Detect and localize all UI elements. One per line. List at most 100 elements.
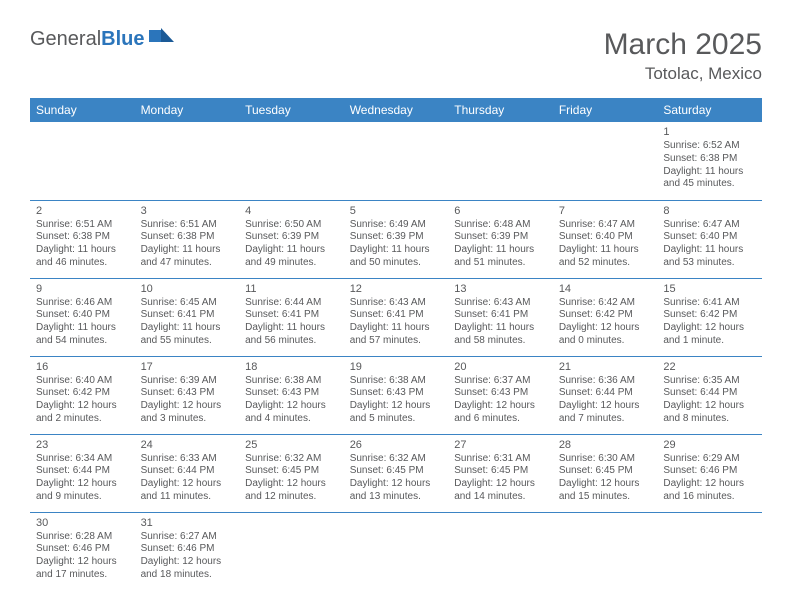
daylight-line: Daylight: 11 hours and 58 minutes. <box>454 322 547 348</box>
day-cell <box>344 512 449 590</box>
sunset-line: Sunset: 6:44 PM <box>141 465 234 478</box>
sunrise-line: Sunrise: 6:44 AM <box>245 297 338 310</box>
daylight-line: Daylight: 12 hours and 3 minutes. <box>141 400 234 426</box>
sunrise-line: Sunrise: 6:32 AM <box>245 453 338 466</box>
daylight-line: Daylight: 12 hours and 5 minutes. <box>350 400 443 426</box>
day-number: 2 <box>36 204 129 218</box>
page-header: GeneralBlue March 2025 Totolac, Mexico <box>30 28 762 84</box>
calendar-row: 1Sunrise: 6:52 AMSunset: 6:38 PMDaylight… <box>30 122 762 200</box>
logo-text-2: Blue <box>101 28 144 50</box>
day-cell: 1Sunrise: 6:52 AMSunset: 6:38 PMDaylight… <box>657 122 762 200</box>
daylight-line: Daylight: 12 hours and 4 minutes. <box>245 400 338 426</box>
day-cell <box>239 512 344 590</box>
sunrise-line: Sunrise: 6:40 AM <box>36 375 129 388</box>
day-cell <box>448 122 553 200</box>
calendar-table: Sunday Monday Tuesday Wednesday Thursday… <box>30 98 762 590</box>
day-cell: 20Sunrise: 6:37 AMSunset: 6:43 PMDayligh… <box>448 356 553 434</box>
day-number: 20 <box>454 360 547 374</box>
day-cell <box>135 122 240 200</box>
sunrise-line: Sunrise: 6:50 AM <box>245 219 338 232</box>
day-number: 3 <box>141 204 234 218</box>
day-cell: 21Sunrise: 6:36 AMSunset: 6:44 PMDayligh… <box>553 356 658 434</box>
daylight-line: Daylight: 12 hours and 9 minutes. <box>36 478 129 504</box>
day-number: 27 <box>454 438 547 452</box>
day-cell: 24Sunrise: 6:33 AMSunset: 6:44 PMDayligh… <box>135 434 240 512</box>
sunrise-line: Sunrise: 6:47 AM <box>663 219 756 232</box>
sunrise-line: Sunrise: 6:30 AM <box>559 453 652 466</box>
day-cell <box>553 512 658 590</box>
day-cell: 7Sunrise: 6:47 AMSunset: 6:40 PMDaylight… <box>553 200 658 278</box>
flag-icon <box>149 28 175 51</box>
sunset-line: Sunset: 6:38 PM <box>141 231 234 244</box>
month-title: March 2025 <box>604 28 762 62</box>
day-number: 10 <box>141 282 234 296</box>
day-number: 6 <box>454 204 547 218</box>
day-cell: 10Sunrise: 6:45 AMSunset: 6:41 PMDayligh… <box>135 278 240 356</box>
day-cell <box>30 122 135 200</box>
sunset-line: Sunset: 6:44 PM <box>559 387 652 400</box>
calendar-row: 9Sunrise: 6:46 AMSunset: 6:40 PMDaylight… <box>30 278 762 356</box>
logo-text-1: General <box>30 28 101 50</box>
sunset-line: Sunset: 6:39 PM <box>245 231 338 244</box>
daylight-line: Daylight: 11 hours and 51 minutes. <box>454 244 547 270</box>
day-cell <box>239 122 344 200</box>
day-cell: 18Sunrise: 6:38 AMSunset: 6:43 PMDayligh… <box>239 356 344 434</box>
day-number: 24 <box>141 438 234 452</box>
sunset-line: Sunset: 6:46 PM <box>141 543 234 556</box>
sunrise-line: Sunrise: 6:52 AM <box>663 140 756 153</box>
day-cell: 31Sunrise: 6:27 AMSunset: 6:46 PMDayligh… <box>135 512 240 590</box>
sunrise-line: Sunrise: 6:27 AM <box>141 531 234 544</box>
day-number: 23 <box>36 438 129 452</box>
day-number: 31 <box>141 516 234 530</box>
day-cell: 8Sunrise: 6:47 AMSunset: 6:40 PMDaylight… <box>657 200 762 278</box>
sunset-line: Sunset: 6:42 PM <box>559 309 652 322</box>
sunset-line: Sunset: 6:39 PM <box>350 231 443 244</box>
sunrise-line: Sunrise: 6:34 AM <box>36 453 129 466</box>
daylight-line: Daylight: 11 hours and 49 minutes. <box>245 244 338 270</box>
daylight-line: Daylight: 12 hours and 13 minutes. <box>350 478 443 504</box>
daylight-line: Daylight: 12 hours and 12 minutes. <box>245 478 338 504</box>
dow-thursday: Thursday <box>448 98 553 122</box>
day-cell: 28Sunrise: 6:30 AMSunset: 6:45 PMDayligh… <box>553 434 658 512</box>
day-cell: 6Sunrise: 6:48 AMSunset: 6:39 PMDaylight… <box>448 200 553 278</box>
calendar-row: 23Sunrise: 6:34 AMSunset: 6:44 PMDayligh… <box>30 434 762 512</box>
daylight-line: Daylight: 12 hours and 15 minutes. <box>559 478 652 504</box>
day-number: 15 <box>663 282 756 296</box>
sunrise-line: Sunrise: 6:45 AM <box>141 297 234 310</box>
day-number: 9 <box>36 282 129 296</box>
sunrise-line: Sunrise: 6:42 AM <box>559 297 652 310</box>
sunrise-line: Sunrise: 6:51 AM <box>36 219 129 232</box>
day-cell: 16Sunrise: 6:40 AMSunset: 6:42 PMDayligh… <box>30 356 135 434</box>
day-cell: 5Sunrise: 6:49 AMSunset: 6:39 PMDaylight… <box>344 200 449 278</box>
day-number: 18 <box>245 360 338 374</box>
calendar-row: 30Sunrise: 6:28 AMSunset: 6:46 PMDayligh… <box>30 512 762 590</box>
day-number: 8 <box>663 204 756 218</box>
sunrise-line: Sunrise: 6:46 AM <box>36 297 129 310</box>
calendar-row: 16Sunrise: 6:40 AMSunset: 6:42 PMDayligh… <box>30 356 762 434</box>
day-number: 22 <box>663 360 756 374</box>
day-number: 28 <box>559 438 652 452</box>
daylight-line: Daylight: 11 hours and 52 minutes. <box>559 244 652 270</box>
daylight-line: Daylight: 12 hours and 11 minutes. <box>141 478 234 504</box>
day-cell: 14Sunrise: 6:42 AMSunset: 6:42 PMDayligh… <box>553 278 658 356</box>
sunrise-line: Sunrise: 6:33 AM <box>141 453 234 466</box>
sunrise-line: Sunrise: 6:37 AM <box>454 375 547 388</box>
day-cell: 23Sunrise: 6:34 AMSunset: 6:44 PMDayligh… <box>30 434 135 512</box>
sunrise-line: Sunrise: 6:32 AM <box>350 453 443 466</box>
sunset-line: Sunset: 6:44 PM <box>36 465 129 478</box>
sunset-line: Sunset: 6:43 PM <box>141 387 234 400</box>
sunset-line: Sunset: 6:41 PM <box>454 309 547 322</box>
day-cell: 4Sunrise: 6:50 AMSunset: 6:39 PMDaylight… <box>239 200 344 278</box>
sunset-line: Sunset: 6:38 PM <box>663 153 756 166</box>
day-cell: 12Sunrise: 6:43 AMSunset: 6:41 PMDayligh… <box>344 278 449 356</box>
sunrise-line: Sunrise: 6:38 AM <box>245 375 338 388</box>
location: Totolac, Mexico <box>604 64 762 84</box>
sunset-line: Sunset: 6:46 PM <box>663 465 756 478</box>
daylight-line: Daylight: 11 hours and 47 minutes. <box>141 244 234 270</box>
sunrise-line: Sunrise: 6:47 AM <box>559 219 652 232</box>
sunset-line: Sunset: 6:45 PM <box>245 465 338 478</box>
sunset-line: Sunset: 6:39 PM <box>454 231 547 244</box>
sunset-line: Sunset: 6:42 PM <box>663 309 756 322</box>
day-number: 13 <box>454 282 547 296</box>
calendar-row: 2Sunrise: 6:51 AMSunset: 6:38 PMDaylight… <box>30 200 762 278</box>
